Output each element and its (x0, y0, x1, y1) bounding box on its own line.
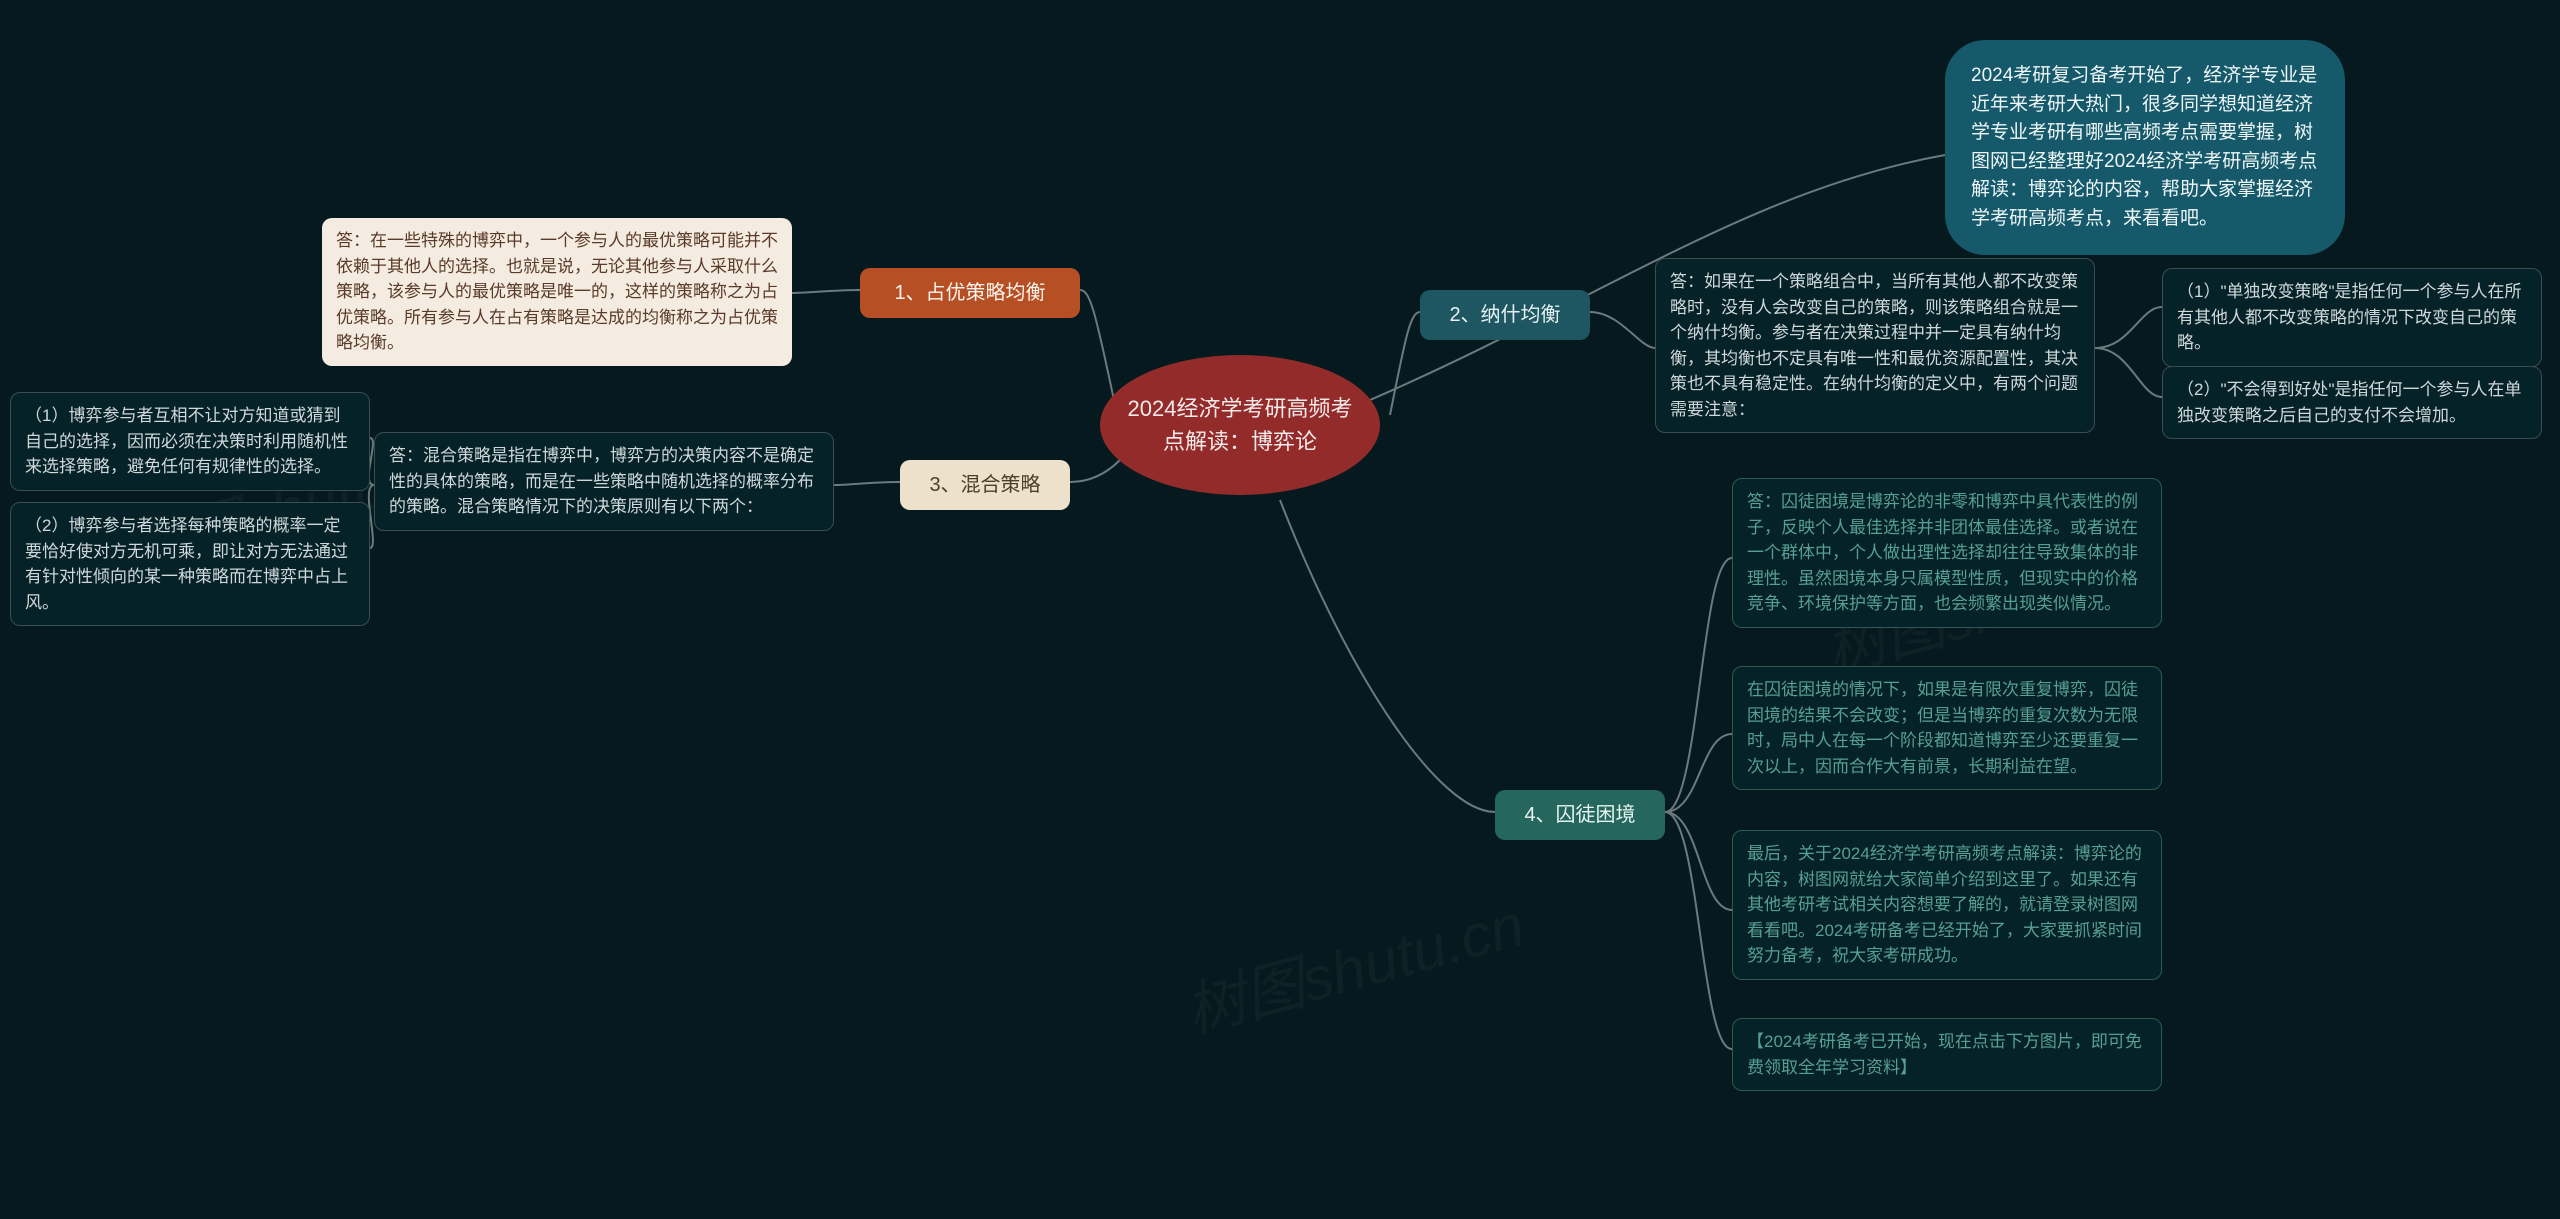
topic-1-answer[interactable]: 答：在一些特殊的博弈中，一个参与人的最优策略可能并不依赖于其他人的选择。也就是说… (322, 218, 792, 366)
topic-3-sub-1[interactable]: （1）博弈参与者互相不让对方知道或猜到自己的选择，因而必须在决策时利用随机性来选… (10, 392, 370, 491)
watermark-3: 树图shutu.cn (1175, 877, 1533, 1051)
conn-t2-sub1 (2095, 307, 2162, 348)
topic-2-sub-1[interactable]: （1）"单独改变策略"是指任何一个参与人在所有其他人都不改变策略的情况下改变自己… (2162, 268, 2542, 367)
topic-2-answer[interactable]: 答：如果在一个策略组合中，当所有其他人都不改变策略时，没有人会改变自己的策略，则… (1655, 258, 2095, 433)
conn-t4-sub1 (1665, 558, 1732, 812)
conn-t1-ans (792, 290, 860, 293)
topic-2-sub-2[interactable]: （2）"不会得到好处"是指任何一个参与人在单独改变策略之后自己的支付不会增加。 (2162, 366, 2542, 439)
conn-t4-sub3 (1665, 812, 1732, 910)
topic-4-sub-2[interactable]: 在囚徒困境的情况下，如果是有限次重复博弈，囚徒困境的结果不会改变；但是当博弈的重… (1732, 666, 2162, 790)
topic-3-sub-2[interactable]: （2）博弈参与者选择每种策略的概率一定要恰好使对方无机可乘，即让对方无法通过有针… (10, 502, 370, 626)
intro-node[interactable]: 2024考研复习备考开始了，经济学专业是近年来考研大热门，很多同学想知道经济学专… (1945, 40, 2345, 255)
topic-4-sub-3[interactable]: 最后，关于2024经济学考研高频考点解读：博弈论的内容，树图网就给大家简单介绍到… (1732, 830, 2162, 980)
conn-t3-ans (834, 482, 900, 485)
conn-center-t1 (1080, 290, 1115, 405)
conn-t2-sub2 (2095, 348, 2162, 397)
center-node[interactable]: 2024经济学考研高频考点解读：博弈论 (1100, 355, 1380, 495)
conn-t4-sub4 (1665, 812, 1732, 1049)
conn-center-t2 (1390, 312, 1420, 415)
topic-4-sub-1[interactable]: 答：囚徒困境是博弈论的非零和博弈中具代表性的例子，反映个人最佳选择并非团体最佳选… (1732, 478, 2162, 628)
topic-1[interactable]: 1、占优策略均衡 (860, 268, 1080, 318)
conn-t4-sub2 (1665, 734, 1732, 812)
topic-3[interactable]: 3、混合策略 (900, 460, 1070, 510)
topic-4[interactable]: 4、囚徒困境 (1495, 790, 1665, 840)
topic-3-answer[interactable]: 答：混合策略是指在博弈中，博弈方的决策内容不是确定性的具体的策略，而是在一些策略… (374, 432, 834, 531)
conn-center-t3 (1070, 460, 1120, 482)
topic-4-sub-4[interactable]: 【2024考研备考已开始，现在点击下方图片，即可免费领取全年学习资料】 (1732, 1018, 2162, 1091)
topic-2[interactable]: 2、纳什均衡 (1420, 290, 1590, 340)
conn-center-t4 (1280, 500, 1495, 812)
conn-t2-ans (1590, 312, 1655, 348)
